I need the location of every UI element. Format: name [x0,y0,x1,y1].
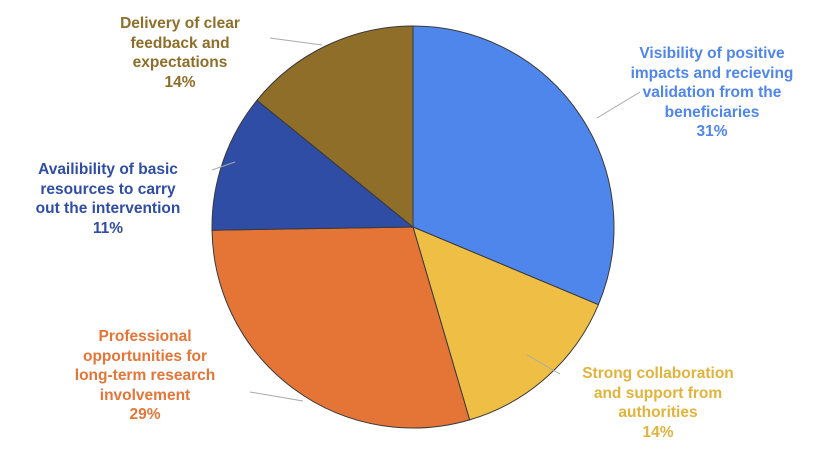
label-line: long-term research [74,367,216,384]
slice-visibility [412,25,615,306]
label-line: authorities [618,404,698,421]
label-feedback: Delivery of clear feedback and expectati… [80,14,280,92]
label-resources: Availibility of basic resources to carry… [8,160,208,238]
slice-resources [211,99,415,231]
slice-feedback [256,25,414,229]
leader-professional [249,391,304,402]
label-line: Availibility of basic [38,161,178,178]
label-line: and support from [593,384,723,402]
value-label: 31% [696,123,728,140]
label-visibility: Visibility of positive impacts and recie… [612,44,812,142]
label-line: feedback and [130,34,230,52]
label-collaboration: Strong collaboration and support from au… [558,364,758,442]
leader-collaboration [526,354,561,375]
label-line: beneficiaries [664,103,760,121]
label-line: opportunities for [83,347,207,365]
label-line: expectations [132,54,228,71]
label-professional: Professional opportunities for long-term… [45,327,245,425]
slice-collaboration [412,226,600,421]
slice-professional [211,226,471,429]
label-line: resources to carry [40,180,176,198]
label-line: involvement [99,386,191,404]
label-line: Professional [98,328,192,345]
leader-feedback [269,37,323,46]
label-line: out the intervention [35,200,181,217]
label-line: Strong collaboration [582,365,734,382]
label-line: Visibility of positive [639,45,785,62]
value-label: 11% [92,219,124,237]
leader-resources [211,161,236,171]
value-label: 14% [642,423,674,441]
label-line: Delivery of clear [120,15,240,32]
label-line: validation from the [642,84,782,101]
label-line: impacts and recieving [630,64,794,82]
value-label: 14% [164,73,196,91]
value-label: 29% [129,406,161,423]
leader-visibility [596,91,641,119]
